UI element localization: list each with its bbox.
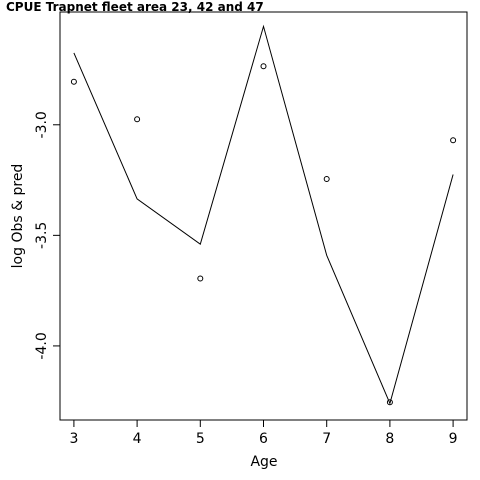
x-tick-label: 8 <box>385 431 394 447</box>
x-tick-label: 3 <box>69 431 78 447</box>
y-tick-label: -4.0 <box>34 332 50 359</box>
x-axis-label: Age <box>250 454 277 470</box>
x-tick-label: 9 <box>449 431 458 447</box>
y-tick-label: -3.5 <box>34 222 50 249</box>
observed-point <box>386 399 393 406</box>
observed-point <box>197 275 204 282</box>
predicted-line <box>73 24 454 405</box>
plot-frame <box>59 11 468 421</box>
observed-point <box>260 63 267 70</box>
observed-point <box>134 116 141 123</box>
x-tick-label: 6 <box>259 431 268 447</box>
x-tick-label: 7 <box>322 431 331 447</box>
observed-point <box>70 78 77 85</box>
x-tick-label: 4 <box>133 431 142 447</box>
y-axis-label: log Obs & pred <box>10 164 26 269</box>
chart-title: CPUE Trapnet fleet area 23, 42 and 47 <box>6 0 264 14</box>
observed-point <box>323 176 330 182</box>
y-tick-label: -3.0 <box>34 111 50 138</box>
x-tick-label: 5 <box>196 431 205 447</box>
observed-point <box>450 137 457 144</box>
